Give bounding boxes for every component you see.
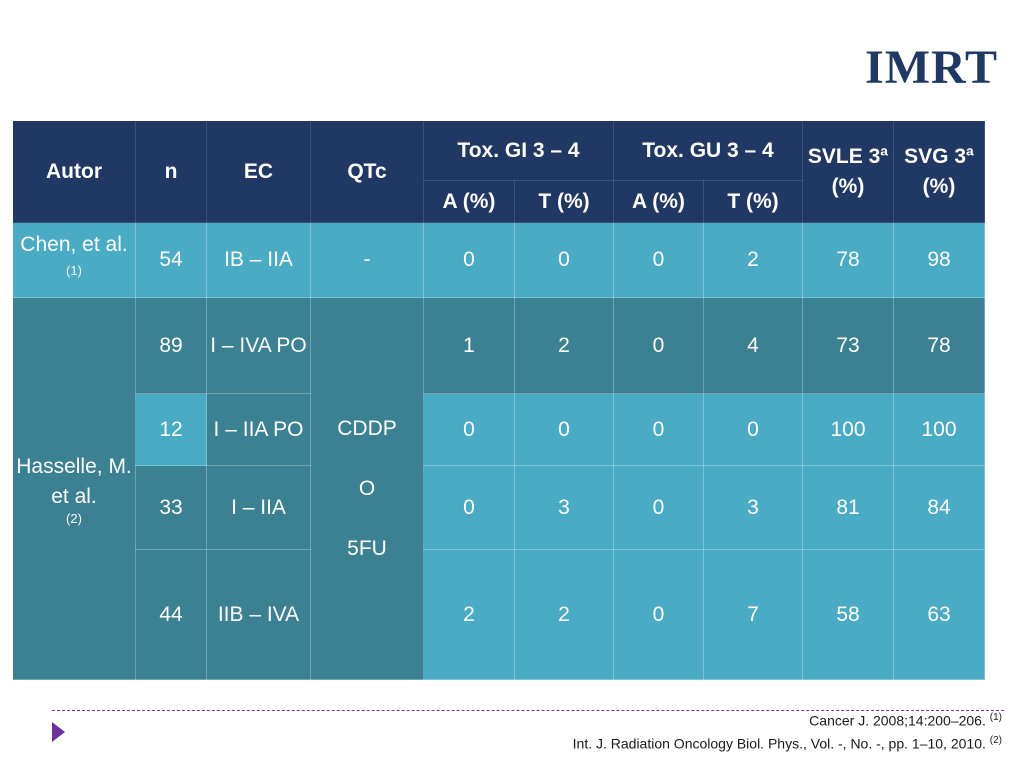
- cell-gi-a: 0: [423, 222, 515, 298]
- author-name: Hasselle, M. et al.: [16, 454, 132, 508]
- cell-gu-t: 3: [703, 465, 803, 550]
- cell-gu-a: 0: [613, 297, 704, 394]
- cell-gi-t: 3: [514, 465, 614, 550]
- header-gi-a: A (%): [423, 180, 515, 223]
- table-row: Hasselle, M. et al. (2) 89 I – IVA PO CD…: [12, 297, 985, 680]
- cell-gi-t: 2: [514, 549, 614, 680]
- reference-2-text: Int. J. Radiation Oncology Biol. Phys., …: [572, 735, 986, 752]
- author-cell-chen: Chen, et al. (1): [12, 222, 136, 298]
- cell-gi-t: 0: [514, 222, 614, 298]
- header-n: n: [135, 120, 207, 223]
- cell-ec: IB – IIA: [206, 222, 311, 298]
- header-qtc: QTc: [310, 120, 424, 223]
- cell-svg: 84: [893, 465, 985, 550]
- cell-gi-a: 0: [423, 393, 515, 466]
- footer-divider: [52, 710, 1004, 711]
- header-tox-gi: Tox. GI 3 – 4: [423, 120, 614, 181]
- reference-2-mark: (2): [989, 734, 1002, 746]
- cell-gu-t: 7: [703, 549, 803, 680]
- cell-gi-a: 1: [423, 297, 515, 394]
- header-svg: SVG 3ª (%): [893, 120, 985, 223]
- cell-gu-a: 0: [613, 222, 704, 298]
- cell-svle: 73: [802, 297, 894, 394]
- cell-n: 12: [135, 393, 207, 466]
- author-cell-hasselle: Hasselle, M. et al. (2): [12, 297, 136, 680]
- table-row: 33 I – IIA 0 3 0 3 81 84: [13, 465, 985, 550]
- qtc-cell-hasselle: CDDP O 5FU: [310, 297, 424, 680]
- references: Cancer J. 2008;14:200–206. (1) Int. J. R…: [573, 708, 1002, 753]
- table-row: Chen, et al. (1) 54 IB – IIA - 0 0 0 2 7…: [12, 222, 985, 298]
- cell-gu-t: 0: [703, 393, 803, 466]
- cell-n: 89: [135, 297, 207, 394]
- cell-n: 54: [135, 222, 207, 298]
- cell-svg: 100: [893, 393, 985, 466]
- table-row: 12 I – IIA PO 0 0 0 0 100 100: [13, 393, 985, 466]
- table-row: 44 IIB – IVA 2 2 0 7 58 63: [13, 549, 985, 680]
- reference-1-mark: (1): [989, 712, 1002, 723]
- cell-gu-a: 0: [613, 549, 704, 680]
- cell-ec: I – IIA: [206, 465, 311, 550]
- reference-marker: (1): [66, 263, 82, 278]
- cell-gu-t: 2: [703, 222, 803, 298]
- cell-ec: IIB – IVA: [206, 549, 311, 680]
- cell-svg: 98: [893, 222, 985, 298]
- cell-ec: I – IVA PO: [206, 297, 311, 394]
- header-svle: SVLE 3ª (%): [802, 120, 894, 223]
- header-gu-t: T (%): [703, 180, 803, 223]
- reference-marker: (2): [66, 510, 82, 526]
- cell-svg: 63: [893, 549, 985, 680]
- header-autor: Autor: [12, 120, 136, 223]
- cell-svle: 100: [802, 393, 894, 466]
- reference-1: Cancer J. 2008;14:200–206. (1): [573, 708, 1002, 731]
- cell-gu-a: 0: [613, 465, 704, 550]
- cell-svle: 81: [802, 465, 894, 550]
- slide-title: IMRT: [865, 41, 998, 94]
- cell-ec: I – IIA PO: [206, 393, 311, 466]
- header-ec: EC: [206, 120, 311, 223]
- header-gi-t: T (%): [514, 180, 614, 223]
- play-arrow-icon: [52, 722, 65, 742]
- author-name: Chen, et al.: [20, 233, 128, 256]
- cell-gu-t: 4: [703, 297, 803, 394]
- cell-n: 44: [135, 549, 207, 680]
- qtc-line: 5FU: [347, 536, 387, 560]
- cell-gi-a: 0: [423, 465, 515, 550]
- imrt-results-table: Autor n EC QTc Tox. GI 3 – 4 Tox. GU 3 –…: [12, 120, 985, 680]
- cell-svle: 58: [802, 549, 894, 680]
- header-gu-a: A (%): [613, 180, 704, 223]
- cell-gi-a: 2: [423, 549, 515, 680]
- reference-1-text: Cancer J. 2008;14:200–206.: [809, 712, 986, 729]
- reference-2: Int. J. Radiation Oncology Biol. Phys., …: [573, 731, 1002, 754]
- cell-svle: 78: [802, 222, 894, 298]
- qtc-line: O: [358, 476, 376, 500]
- cell-svg: 78: [893, 297, 985, 394]
- cell-qtc: -: [310, 222, 424, 298]
- cell-gi-t: 0: [514, 393, 614, 466]
- qtc-line: CDDP: [337, 416, 397, 440]
- cell-gi-t: 2: [514, 297, 614, 394]
- cell-n: 33: [135, 465, 207, 550]
- header-tox-gu: Tox. GU 3 – 4: [613, 120, 803, 181]
- cell-gu-a: 0: [613, 393, 704, 466]
